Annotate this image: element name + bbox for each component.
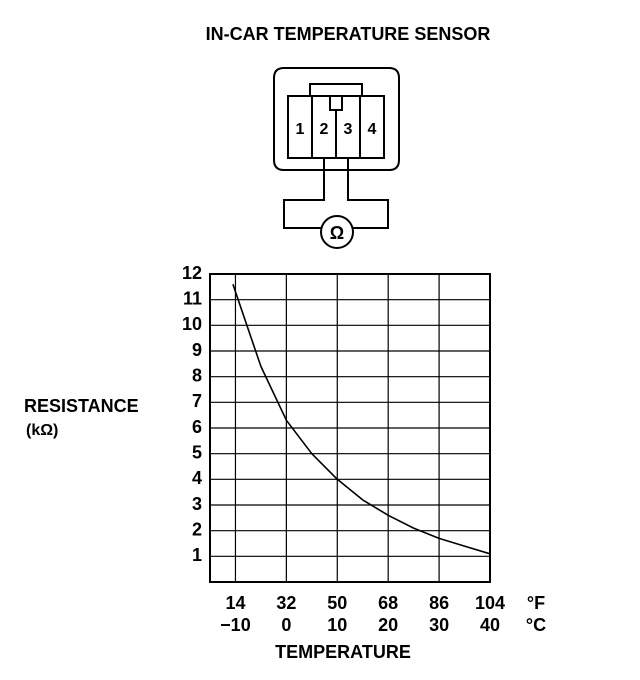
y-tick-label: 11 <box>183 288 202 308</box>
y-tick-label: 7 <box>192 391 202 411</box>
chart-title: IN-CAR TEMPERATURE SENSOR <box>206 24 491 44</box>
pin-label: 1 <box>296 121 305 138</box>
x2-tick-label: 104 <box>475 593 505 613</box>
resistance-curve <box>232 284 491 555</box>
x-tick-label: 10 <box>327 615 347 635</box>
y-tick-label: 12 <box>182 263 202 283</box>
x2-unit: °F <box>527 593 545 613</box>
ohm-meter: Ω <box>330 223 344 243</box>
x2-tick-label: 86 <box>429 593 449 613</box>
x2-tick-label: 50 <box>327 593 347 613</box>
x2-tick-label: 32 <box>276 593 296 613</box>
x-tick-label: −10 <box>220 615 251 635</box>
y-tick-label: 3 <box>192 494 202 514</box>
y-axis-unit: (kΩ) <box>26 422 58 439</box>
x-tick-label: 40 <box>480 615 500 635</box>
pin-label: 2 <box>320 121 329 138</box>
y-tick-label: 9 <box>192 340 202 360</box>
x-tick-label: 0 <box>281 615 291 635</box>
x-axis-label: TEMPERATURE <box>275 642 411 662</box>
x-tick-label: 20 <box>378 615 398 635</box>
y-axis-label: RESISTANCE <box>24 396 139 416</box>
y-tick-label: 6 <box>192 417 202 437</box>
x-unit: °C <box>526 615 546 635</box>
y-tick-label: 5 <box>192 442 202 462</box>
y-tick-label: 10 <box>182 314 202 334</box>
y-tick-label: 4 <box>192 468 202 488</box>
x2-tick-label: 68 <box>378 593 398 613</box>
x-tick-label: 30 <box>429 615 449 635</box>
pin-label: 4 <box>368 121 377 138</box>
x2-tick-label: 14 <box>225 593 245 613</box>
connector <box>273 67 400 249</box>
pin-label: 3 <box>344 121 353 138</box>
y-tick-label: 8 <box>192 365 202 385</box>
y-tick-label: 2 <box>192 519 202 539</box>
y-tick-label: 1 <box>192 545 202 565</box>
